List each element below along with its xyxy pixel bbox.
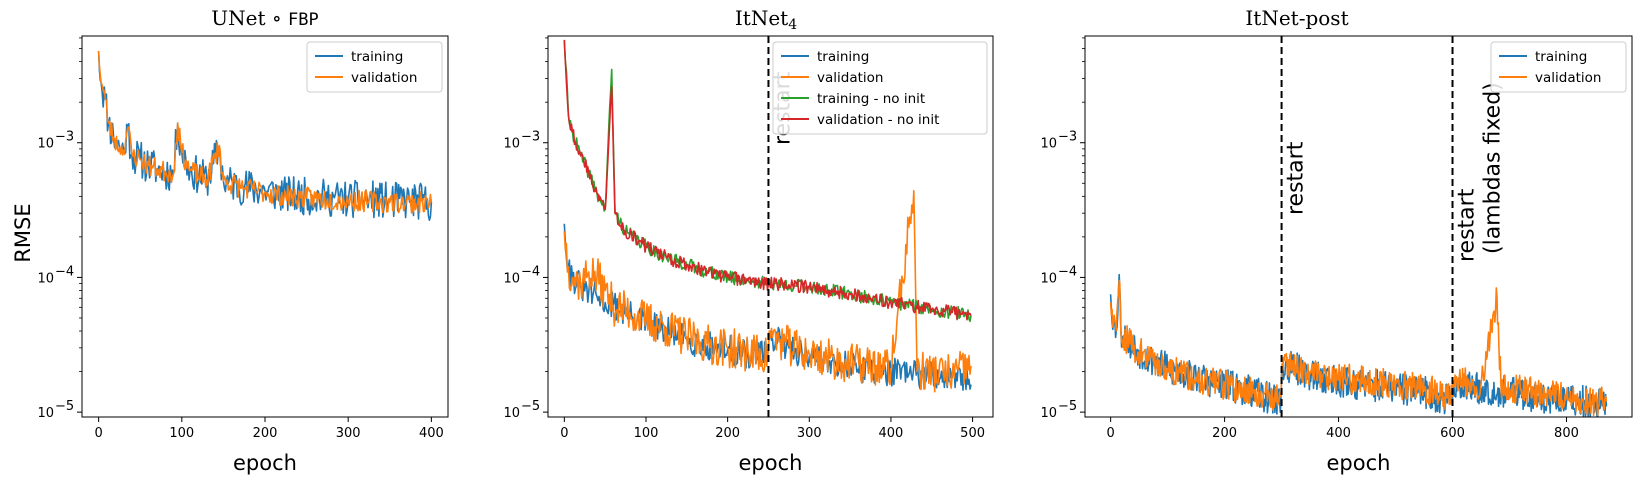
axes-frame bbox=[547, 35, 994, 418]
x-tick-label: 0 bbox=[560, 426, 568, 441]
y-tick-exponent: −5 bbox=[1058, 399, 1077, 414]
y-tick-exponent: −5 bbox=[521, 399, 540, 414]
legend: training validation bbox=[306, 41, 443, 93]
x-tick-label: 200 bbox=[1212, 426, 1237, 441]
legend-entry: validation - no init bbox=[817, 112, 939, 128]
x-axis-label: epoch bbox=[739, 451, 803, 475]
legend-entry: validation bbox=[351, 70, 417, 86]
legend-box bbox=[1490, 41, 1627, 93]
panel-title: UNet ∘ FBP bbox=[211, 6, 318, 30]
x-tick-label: 200 bbox=[253, 426, 278, 441]
x-axis-label: epoch bbox=[233, 451, 297, 475]
legend-entry: validation bbox=[1535, 70, 1601, 86]
legend: training validation training - no init vali… bbox=[772, 41, 988, 135]
series-line-validation bbox=[563, 190, 972, 393]
legend-entry: training bbox=[817, 49, 869, 65]
y-tick-label: 10 bbox=[37, 406, 54, 421]
x-tick-label: 400 bbox=[879, 426, 904, 441]
x-tick-label: 400 bbox=[419, 426, 444, 441]
y-tick-exponent: −3 bbox=[521, 130, 540, 145]
x-tick-label: 100 bbox=[634, 426, 659, 441]
x-tick-label: 500 bbox=[960, 426, 985, 441]
y-tick-label: 10 bbox=[37, 137, 54, 152]
y-tick-exponent: −4 bbox=[55, 264, 74, 279]
legend: training validation bbox=[1490, 41, 1627, 93]
panel-itnet4: ItNet4 restart0100200300400500epoch10−51… bbox=[503, 6, 994, 475]
y-tick-label: 10 bbox=[37, 271, 54, 286]
restart-annotation: restart bbox=[1455, 188, 1480, 262]
y-tick-label: 10 bbox=[1040, 271, 1057, 286]
x-tick-label: 200 bbox=[715, 426, 740, 441]
y-tick-exponent: −3 bbox=[55, 130, 74, 145]
y-tick-label: 10 bbox=[503, 271, 520, 286]
x-tick-label: 0 bbox=[1107, 426, 1115, 441]
x-tick-label: 800 bbox=[1554, 426, 1579, 441]
series-line-validation bbox=[97, 50, 433, 214]
legend-entry: training bbox=[1535, 49, 1587, 65]
x-tick-label: 300 bbox=[797, 426, 822, 441]
legend-entry: validation bbox=[817, 70, 883, 86]
restart-annotation: restart bbox=[1284, 141, 1309, 215]
x-tick-label: 0 bbox=[94, 426, 102, 441]
series-line-validation bbox=[1109, 279, 1608, 417]
x-axis-label: epoch bbox=[1327, 451, 1391, 475]
restart-annotation-note: (lambdas fixed) bbox=[1481, 82, 1506, 254]
legend-entry: training - no init bbox=[817, 91, 925, 107]
legend-box bbox=[772, 41, 988, 135]
x-tick-label: 400 bbox=[1326, 426, 1351, 441]
panel-title: ItNet-post bbox=[1245, 6, 1348, 30]
legend-entry: training bbox=[351, 49, 403, 65]
y-axis-label: RMSE bbox=[11, 203, 35, 262]
legend-box bbox=[306, 41, 443, 93]
plot-area bbox=[1109, 273, 1608, 417]
axes-frame bbox=[81, 35, 449, 418]
panel-title: ItNet4 bbox=[735, 6, 797, 33]
x-tick-label: 100 bbox=[169, 426, 194, 441]
y-tick-label: 10 bbox=[503, 137, 520, 152]
y-tick-exponent: −5 bbox=[55, 399, 74, 414]
y-tick-exponent: −4 bbox=[1058, 264, 1077, 279]
y-tick-exponent: −3 bbox=[1058, 130, 1077, 145]
plot-area bbox=[97, 50, 433, 221]
y-tick-label: 10 bbox=[1040, 137, 1057, 152]
axes-frame bbox=[1084, 35, 1633, 418]
y-tick-label: 10 bbox=[503, 406, 520, 421]
x-tick-label: 600 bbox=[1440, 426, 1465, 441]
y-tick-label: 10 bbox=[1040, 406, 1057, 421]
y-tick-exponent: −4 bbox=[521, 264, 540, 279]
x-tick-label: 300 bbox=[336, 426, 361, 441]
